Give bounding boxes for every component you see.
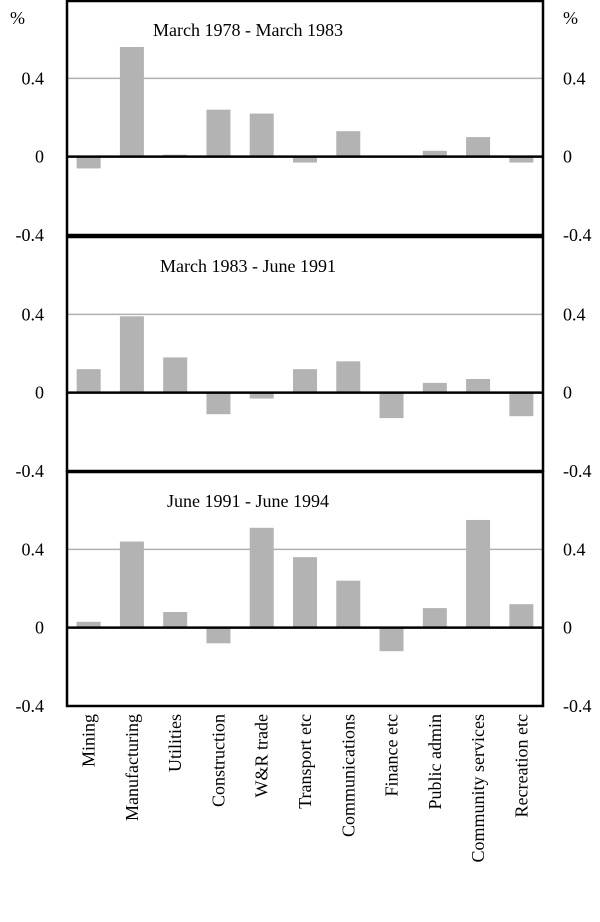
bar	[206, 109, 231, 157]
y-tick-label-left: 0	[35, 147, 44, 167]
bar	[466, 378, 491, 393]
y-tick-label-left: 0	[35, 618, 44, 638]
panel-title: March 1978 - March 1983	[153, 20, 343, 40]
bar	[422, 382, 447, 393]
bar	[76, 156, 101, 169]
bar	[293, 557, 317, 628]
bar	[206, 627, 231, 644]
y-tick-label-left: 0.4	[22, 539, 45, 559]
bar	[466, 137, 491, 157]
bar	[336, 580, 361, 628]
y-tick-label-right: -0.4	[563, 461, 592, 481]
y-tick-label-right: 0.4	[563, 539, 586, 559]
bar	[76, 369, 101, 393]
bar	[249, 392, 274, 399]
bar	[119, 47, 144, 157]
y-tick-label-left: -0.4	[16, 461, 45, 481]
y-tick-label-left: -0.4	[16, 696, 45, 716]
x-tick-label: Manufacturing	[122, 714, 142, 821]
bar	[249, 527, 274, 628]
x-tick-label: Construction	[208, 714, 228, 807]
bar	[119, 541, 144, 628]
x-tick-label: Utilities	[165, 714, 185, 772]
bar	[293, 369, 317, 393]
x-tick-label: Mining	[79, 714, 99, 767]
x-tick-label: Communications	[338, 714, 358, 837]
bar	[76, 621, 101, 628]
y-tick-label-right: -0.4	[563, 225, 592, 245]
bar	[422, 150, 447, 157]
y-tick-label-right: 0	[563, 618, 572, 638]
x-tick-label: Public admin	[425, 714, 445, 810]
bar	[379, 392, 404, 419]
bar	[509, 392, 534, 417]
panel-frame	[65, 0, 545, 237]
bar	[249, 113, 274, 157]
bar	[379, 627, 404, 652]
y-tick-label-right: 0.4	[563, 304, 586, 324]
unit-label-left: %	[10, 8, 25, 28]
y-tick-label-right: 0.4	[563, 68, 586, 88]
unit-label-right: %	[563, 8, 578, 28]
x-tick-label: Finance etc	[382, 714, 402, 796]
y-tick-label-left: -0.4	[16, 225, 45, 245]
bar	[206, 392, 231, 415]
x-tick-label: W&R trade	[252, 714, 272, 797]
bar	[422, 608, 447, 628]
bar	[163, 357, 188, 393]
bar	[163, 612, 188, 628]
y-tick-label-left: 0.4	[22, 304, 45, 324]
panel-title: March 1983 - June 1991	[160, 256, 336, 276]
bar	[509, 156, 534, 163]
bar	[509, 604, 534, 628]
x-tick-label: Recreation etc	[511, 714, 531, 817]
bar	[293, 156, 317, 163]
x-tick-label: Transport etc	[295, 714, 315, 809]
bar	[119, 316, 144, 393]
bar	[336, 131, 361, 157]
x-tick-label: Community services	[468, 714, 488, 862]
panel-title: June 1991 - June 1994	[167, 491, 329, 511]
y-tick-label-left: 0	[35, 383, 44, 403]
y-tick-label-right: -0.4	[563, 696, 592, 716]
y-tick-label-right: 0	[563, 147, 572, 167]
y-tick-label-right: 0	[563, 383, 572, 403]
y-tick-label-left: 0.4	[22, 68, 45, 88]
bar	[466, 519, 491, 628]
bar	[336, 361, 361, 393]
panel-frame	[65, 470, 545, 708]
